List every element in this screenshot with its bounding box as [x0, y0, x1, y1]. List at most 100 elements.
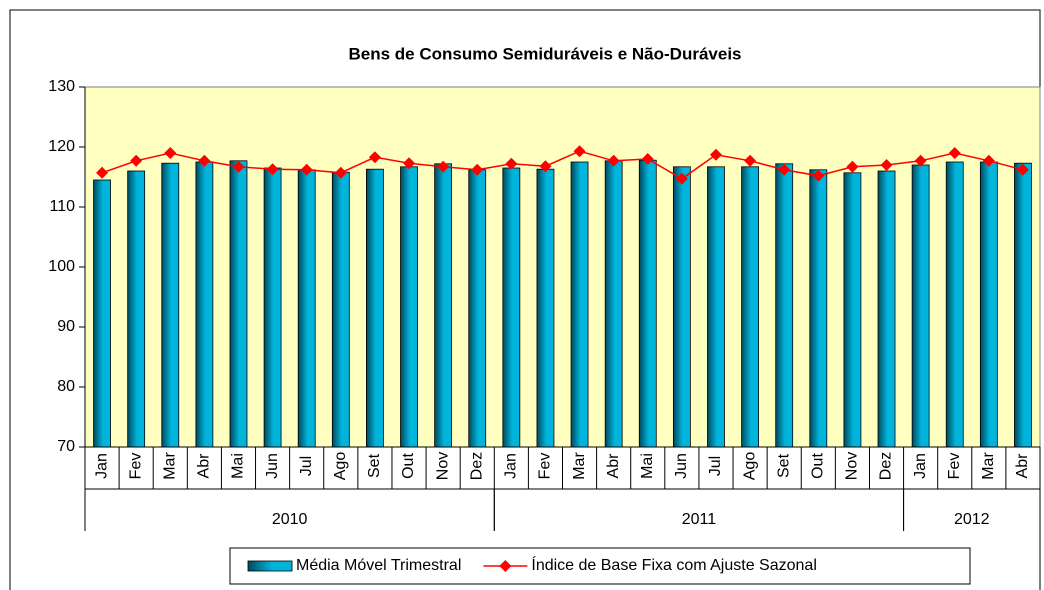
legend [229, 547, 971, 585]
bar [775, 163, 794, 448]
y-tick-label: 90 [57, 318, 75, 335]
bar [570, 161, 589, 448]
bar [297, 169, 316, 448]
bar [468, 169, 487, 448]
line-marker [300, 163, 313, 176]
line-marker [641, 153, 654, 165]
line-marker [812, 169, 825, 182]
bar [638, 159, 657, 448]
legend-swatch [247, 560, 293, 572]
x-tick-label: Jan [93, 453, 110, 479]
line-marker [675, 172, 688, 185]
y-tick-label: 130 [48, 78, 75, 95]
x-tick-label: Mar [980, 452, 997, 480]
line-marker [607, 154, 620, 167]
y-tick-label: 120 [48, 138, 75, 155]
bar [536, 168, 555, 448]
line-marker [914, 154, 927, 167]
x-tick-label: Set [775, 453, 792, 478]
x-tick-label: Ago [332, 452, 349, 481]
x-tick-label: Mai [230, 453, 247, 479]
x-tick-label: Abr [196, 453, 213, 479]
x-tick-label: Fev [537, 453, 554, 480]
x-tick-label: Dez [468, 452, 485, 480]
x-tick-label: Jul [298, 456, 315, 476]
x-tick-label: Jan [503, 453, 520, 479]
x-tick-label: Out [400, 453, 417, 479]
line-marker [96, 166, 109, 179]
y-tick-label: 70 [57, 438, 75, 455]
x-tick-label: Abr [605, 453, 622, 479]
line-marker [539, 160, 552, 173]
line-marker [232, 160, 245, 173]
bar [263, 167, 282, 448]
y-tick-label: 110 [49, 198, 75, 215]
line-marker [948, 147, 961, 159]
bar [331, 171, 350, 448]
bar [229, 160, 248, 448]
line-marker [130, 154, 143, 167]
bar [979, 161, 998, 448]
line-marker [1016, 163, 1029, 176]
line-marker [198, 154, 211, 167]
bar [127, 170, 146, 448]
bar [911, 164, 930, 448]
x-tick-label: Mai [639, 453, 656, 479]
bar [1014, 162, 1032, 448]
bar [161, 162, 180, 448]
legend-label: Índice de Base Fixa com Ajuste Sazonal [531, 555, 817, 574]
line-marker [778, 163, 791, 176]
bar [93, 179, 111, 448]
x-tick-label: Nov [434, 452, 451, 480]
bar [672, 166, 691, 448]
bar [195, 161, 214, 448]
plot-area [84, 86, 1041, 448]
x-tick-label: Jan [912, 453, 929, 479]
line-marker [368, 151, 381, 164]
x-tick-label: Set [366, 453, 383, 478]
bar [502, 167, 521, 448]
line-marker [846, 160, 859, 173]
x-tick-label: Fev [127, 453, 144, 480]
x-tick-label: Out [810, 453, 827, 479]
bar [400, 166, 418, 448]
x-tick-label: Mar [161, 452, 178, 480]
legend-swatch [499, 560, 512, 572]
bar [741, 166, 759, 448]
bar [604, 160, 623, 448]
line-marker [403, 157, 416, 170]
y-tick-label: 80 [57, 378, 75, 395]
line-marker [505, 157, 518, 170]
x-tick-label: Mar [571, 452, 588, 480]
line-marker [744, 154, 757, 167]
x-tick-label: Jul [707, 456, 724, 476]
bar [366, 168, 384, 448]
line-marker [471, 163, 484, 176]
legend-label: Média Móvel Trimestral [296, 557, 461, 574]
line-marker [709, 148, 722, 161]
x-tick-label: Jun [264, 453, 281, 479]
x-tick-label: Dez [878, 452, 895, 480]
group-label: 2011 [682, 511, 717, 528]
group-label: 2010 [272, 511, 308, 528]
line-marker [334, 166, 347, 179]
bar [707, 166, 725, 448]
line [101, 150, 1024, 180]
line-marker [266, 163, 279, 176]
y-tick-label: 100 [48, 258, 75, 275]
chart-title: Bens de Consumo Semiduráveis e Não-Duráv… [348, 44, 741, 63]
bar [434, 163, 453, 448]
group-label: 2012 [954, 511, 990, 528]
line-marker [437, 160, 450, 173]
x-tick-label: Abr [1014, 453, 1031, 479]
x-tick-label: Jun [673, 453, 690, 479]
line-marker [982, 154, 995, 167]
x-tick-label: Fev [946, 453, 963, 480]
line-marker [573, 145, 586, 158]
line-marker [164, 147, 177, 159]
x-tick-label: Nov [844, 452, 861, 480]
x-tick-label: Ago [741, 452, 758, 481]
bar [877, 170, 896, 448]
bar [945, 161, 964, 448]
